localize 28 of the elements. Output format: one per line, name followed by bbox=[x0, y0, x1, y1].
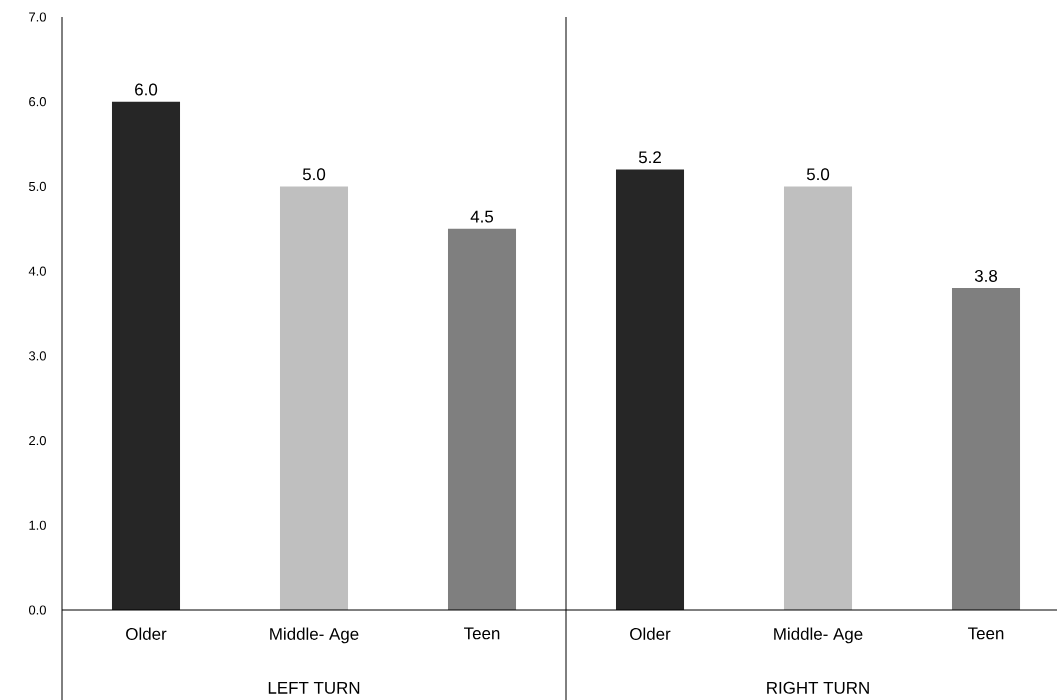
data-label: 5.0 bbox=[302, 168, 326, 181]
y-tick-label: 3.0 bbox=[28, 351, 46, 361]
y-tick-label: 2.0 bbox=[29, 435, 46, 446]
data-label: 4.5 bbox=[470, 210, 494, 223]
bar bbox=[447, 228, 517, 610]
y-tick-label: 5.0 bbox=[28, 181, 46, 192]
data-label: 5.2 bbox=[638, 151, 661, 164]
x-tick-label: Middle- Age bbox=[270, 627, 359, 644]
data-label: 6.0 bbox=[135, 83, 158, 96]
bar bbox=[111, 101, 181, 610]
x-tick-label: Middle- Age bbox=[774, 627, 863, 644]
y-tick-label: 4.0 bbox=[28, 266, 46, 276]
x-tick-label: Older bbox=[630, 627, 671, 640]
text: LEFT TURN bbox=[268, 681, 360, 694]
x-tick-label: Teen bbox=[464, 627, 500, 640]
x-tick-label: Older bbox=[126, 627, 167, 640]
x-tick-label: Teen bbox=[968, 627, 1004, 640]
y-tick-label: 7.0 bbox=[29, 12, 46, 22]
y-tick-label: 6.0 bbox=[29, 97, 46, 107]
bar bbox=[615, 169, 685, 610]
data-label: 3.8 bbox=[974, 269, 998, 282]
data-label: 5.0 bbox=[806, 168, 830, 181]
bar bbox=[783, 186, 853, 610]
text: RIGHT TURN bbox=[767, 681, 869, 694]
bar bbox=[951, 288, 1021, 610]
y-tick-label: 0.0 bbox=[28, 605, 46, 615]
y-tick-label: 1.0 bbox=[29, 520, 46, 530]
bar bbox=[279, 186, 349, 610]
